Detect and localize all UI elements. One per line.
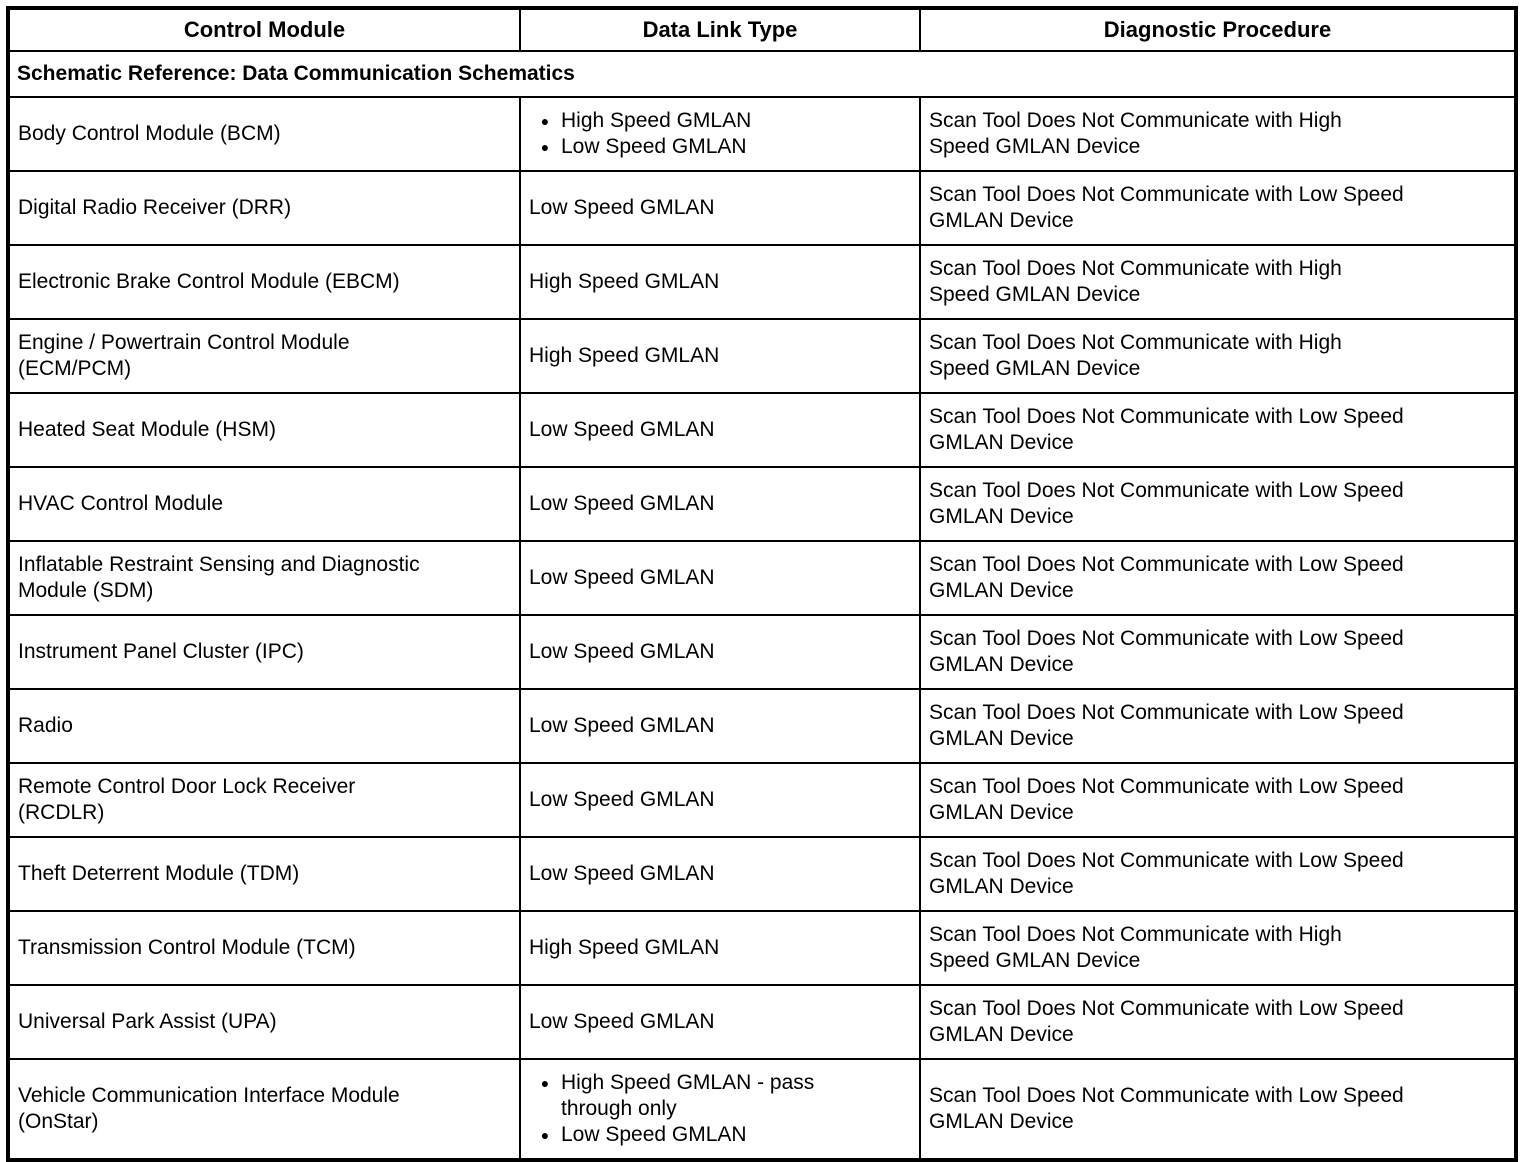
table-row: Transmission Control Module (TCM) High Sp… [7,910,1517,986]
data-link-type-cell: Low Speed GMLAN [519,614,921,690]
table-row: Universal Park Assist (UPA) Low Speed GML… [7,984,1517,1060]
diagnostic-procedure-cell: Scan Tool Does Not Communicate with Low … [919,392,1517,468]
data-link-type-cell: Low Speed GMLAN [519,762,921,838]
control-module-cell: Universal Park Assist (UPA) [7,984,521,1060]
bullet-item: ● Low Speed GMLAN [529,134,911,160]
table-row: Heated Seat Module (HSM) Low Speed GMLAN S… [7,392,1517,468]
header-diagnostic-procedure: Diagnostic Procedure [919,7,1517,52]
data-communication-table: Control Module Data Link Type Diagnostic… [6,6,1518,1162]
table-row: Radio Low Speed GMLAN Scan Tool Does Not C… [7,688,1517,764]
bullet-item: ● High Speed GMLAN - pass through only [529,1070,911,1122]
data-link-type-cell: Low Speed GMLAN [519,170,921,246]
bullet-icon: ● [540,1075,550,1091]
control-module-cell: Instrument Panel Cluster (IPC) [7,614,521,690]
diagnostic-procedure-cell: Scan Tool Does Not Communicate with Low … [919,984,1517,1060]
header-data-link-type: Data Link Type [519,7,921,52]
data-link-type-cell: ● High Speed GMLAN - pass through only ● Lo… [519,1058,921,1161]
data-link-type-cell: Low Speed GMLAN [519,540,921,616]
control-module-cell: Engine / Powertrain Control Module (ECM/… [7,318,521,394]
schematic-reference: Schematic Reference: Data Communication … [7,50,1517,98]
diagnostic-procedure-cell: Scan Tool Does Not Communicate with Low … [919,836,1517,912]
control-module-cell: Electronic Brake Control Module (EBCM) [7,244,521,320]
diagnostic-procedure-cell: Scan Tool Does Not Communicate with Low … [919,1058,1517,1161]
schematic-reference-row: Schematic Reference: Data Communication … [7,50,1517,98]
table-row: Electronic Brake Control Module (EBCM) Hi… [7,244,1517,320]
diagnostic-procedure-cell: Scan Tool Does Not Communicate with Low … [919,762,1517,838]
bullet-item-text: Low Speed GMLAN [561,1123,747,1146]
diagnostic-procedure-cell: Scan Tool Does Not Communicate with Low … [919,614,1517,690]
control-module-cell: Radio [7,688,521,764]
control-module-cell: Transmission Control Module (TCM) [7,910,521,986]
table-row: HVAC Control Module Low Speed GMLAN Scan T… [7,466,1517,542]
table-row: Engine / Powertrain Control Module (ECM/… [7,318,1517,394]
bullet-icon: ● [540,139,550,155]
bullet-item-text: Low Speed GMLAN [561,135,747,158]
table-row: Instrument Panel Cluster (IPC) Low Speed … [7,614,1517,690]
control-module-cell: Vehicle Communication Interface Module (… [7,1058,521,1161]
diagnostic-procedure-cell: Scan Tool Does Not Communicate with High… [919,318,1517,394]
table-row: Body Control Module (BCM) ● High Speed GML… [7,96,1517,172]
bullet-item-text: High Speed GMLAN - pass through only [561,1071,815,1120]
control-module-cell: Theft Deterrent Module (TDM) [7,836,521,912]
data-link-type-cell: High Speed GMLAN [519,910,921,986]
table-row: Inflatable Restraint Sensing and Diagnos… [7,540,1517,616]
control-module-cell: HVAC Control Module [7,466,521,542]
table-row: Digital Radio Receiver (DRR) Low Speed GM… [7,170,1517,246]
diagnostic-procedure-cell: Scan Tool Does Not Communicate with Low … [919,688,1517,764]
data-link-type-cell: High Speed GMLAN [519,244,921,320]
diagnostic-procedure-cell: Scan Tool Does Not Communicate with Low … [919,540,1517,616]
control-module-cell: Body Control Module (BCM) [7,96,521,172]
data-link-type-cell: Low Speed GMLAN [519,836,921,912]
bullet-icon: ● [540,1127,550,1143]
table-row: Remote Control Door Lock Receiver (RCDLR… [7,762,1517,838]
header-control-module: Control Module [7,7,521,52]
bullet-item: ● High Speed GMLAN [529,108,911,134]
control-module-cell: Heated Seat Module (HSM) [7,392,521,468]
bullet-item-text: High Speed GMLAN [561,109,752,132]
diagnostic-procedure-cell: Scan Tool Does Not Communicate with Low … [919,170,1517,246]
table-row: Vehicle Communication Interface Module (… [7,1058,1517,1161]
data-link-type-cell: High Speed GMLAN [519,318,921,394]
control-module-cell: Remote Control Door Lock Receiver (RCDLR… [7,762,521,838]
diagnostic-procedure-cell: Scan Tool Does Not Communicate with High… [919,910,1517,986]
table-row: Theft Deterrent Module (TDM) Low Speed GM… [7,836,1517,912]
data-link-type-cell: Low Speed GMLAN [519,984,921,1060]
data-link-type-cell: ● High Speed GMLAN ● Low Speed GMLAN [519,96,921,172]
table-body: Schematic Reference: Data Communication … [7,50,1517,1161]
table-header: Control Module Data Link Type Diagnostic… [7,7,1517,52]
bullet-item: ● Low Speed GMLAN [529,1122,911,1148]
header-row: Control Module Data Link Type Diagnostic… [7,7,1517,52]
diagnostic-procedure-cell: Scan Tool Does Not Communicate with Low … [919,466,1517,542]
diagnostic-procedure-cell: Scan Tool Does Not Communicate with High… [919,244,1517,320]
diagnostic-procedure-cell: Scan Tool Does Not Communicate with High… [919,96,1517,172]
data-link-type-cell: Low Speed GMLAN [519,392,921,468]
bullet-icon: ● [540,113,550,129]
control-module-cell: Inflatable Restraint Sensing and Diagnos… [7,540,521,616]
data-link-type-cell: Low Speed GMLAN [519,466,921,542]
data-link-type-cell: Low Speed GMLAN [519,688,921,764]
control-module-cell: Digital Radio Receiver (DRR) [7,170,521,246]
